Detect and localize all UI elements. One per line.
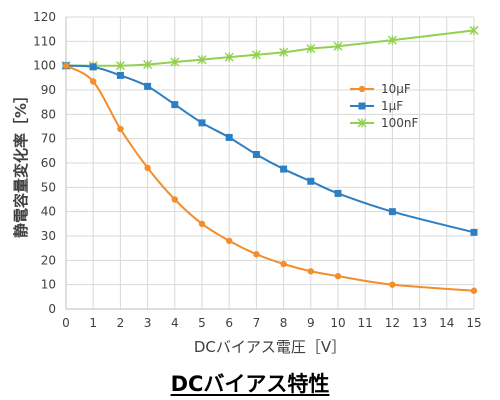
- data-point: [144, 82, 152, 90]
- data-point: [280, 165, 288, 173]
- data-point: [306, 44, 316, 54]
- y-tick-label: 30: [41, 229, 56, 243]
- data-point: [116, 71, 124, 79]
- data-point: [251, 50, 261, 60]
- data-point: [117, 125, 124, 133]
- series-1μF: [62, 62, 478, 236]
- y-tick-label: 10: [41, 278, 56, 292]
- chart-area: 0 10 20 30 40 50 60 70 80 90 100 110 120 0 1 2 3 4 5 6 7 8 9 10…: [12, 10, 482, 356]
- x-tick-label: 14: [439, 316, 454, 330]
- series-10μF: [62, 62, 478, 294]
- y-tick-label: 60: [41, 156, 56, 170]
- y-tick-label: 0: [48, 302, 56, 316]
- y-tick-label: 110: [33, 34, 56, 48]
- y-tick-label: 50: [41, 180, 56, 194]
- legend-label: 100nF: [381, 116, 419, 130]
- data-point: [388, 208, 396, 216]
- data-point: [280, 260, 287, 268]
- data-point: [90, 78, 97, 85]
- x-tick-label: 7: [253, 316, 261, 330]
- legend-marker: [358, 102, 366, 110]
- data-point: [198, 119, 206, 127]
- data-point: [224, 52, 234, 62]
- x-tick-label: 8: [280, 316, 288, 330]
- data-point: [334, 272, 342, 280]
- caption-text: DCバイアス特性: [170, 372, 330, 396]
- x-tick-label: 0: [62, 316, 70, 330]
- x-tick-label: 3: [144, 316, 152, 330]
- y-tick-label: 70: [41, 132, 56, 146]
- data-point: [171, 196, 178, 203]
- data-point: [279, 47, 289, 57]
- data-point: [89, 63, 97, 71]
- legend-marker: [357, 118, 367, 128]
- data-point: [333, 41, 343, 51]
- data-point: [62, 62, 70, 69]
- data-point: [226, 237, 233, 245]
- data-point: [307, 177, 315, 185]
- y-tick-label: 90: [41, 83, 56, 97]
- x-axis-title: DCバイアス電圧［V］: [194, 338, 346, 356]
- data-point: [387, 35, 397, 45]
- x-tick-label: 6: [225, 316, 233, 330]
- data-point: [143, 59, 153, 69]
- data-point: [469, 25, 479, 35]
- legend-label: 1μF: [381, 99, 403, 113]
- y-tick-label: 100: [33, 59, 56, 73]
- x-tick-label: 12: [385, 316, 400, 330]
- y-axis-title: 静電容量変化率［%］: [12, 88, 30, 238]
- x-tick-label: 5: [198, 316, 206, 330]
- data-point: [170, 57, 180, 67]
- y-tick-label: 40: [41, 205, 56, 219]
- x-tick-label: 11: [358, 316, 373, 330]
- data-point: [470, 228, 478, 236]
- data-point: [389, 281, 396, 288]
- data-point: [252, 150, 260, 158]
- data-point: [253, 251, 260, 258]
- x-tick-label: 1: [89, 316, 97, 330]
- x-tick-label: 4: [171, 316, 179, 330]
- data-point: [198, 220, 206, 228]
- legend-marker: [358, 85, 366, 93]
- legend-label: 10μF: [381, 82, 411, 96]
- y-tick-label: 120: [33, 10, 56, 24]
- chart-caption: DCバイアス特性: [0, 368, 500, 400]
- y-tick-label: 20: [41, 253, 56, 267]
- x-tick-label: 10: [330, 316, 345, 330]
- data-point: [115, 61, 125, 71]
- data-point: [334, 189, 342, 197]
- x-tick-label: 2: [117, 316, 125, 330]
- data-point: [225, 133, 233, 141]
- data-point: [197, 55, 207, 65]
- data-point: [144, 164, 151, 172]
- x-tick-label: 9: [307, 316, 315, 330]
- legend: 10μF 1μF 100nF: [350, 82, 419, 130]
- data-point: [470, 287, 478, 294]
- y-tick-label: 80: [41, 107, 56, 121]
- x-tick-label: 15: [466, 316, 481, 330]
- x-tick-label: 13: [412, 316, 427, 330]
- data-point: [171, 101, 179, 109]
- data-point: [307, 268, 314, 275]
